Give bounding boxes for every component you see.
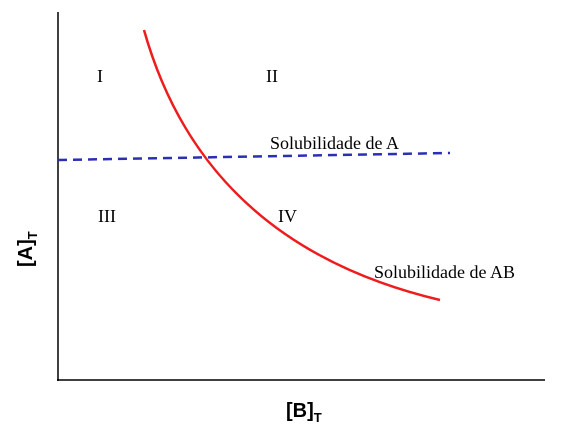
y-axis-label-subscript: T (25, 231, 40, 239)
solubility-ab-curve (142, 29, 441, 302)
curve-label: Solubilidade de AB (374, 262, 515, 282)
region-label: IV (278, 206, 297, 226)
curve-label: Solubilidade de A (270, 133, 399, 153)
x-axis-label-main: [B] (286, 400, 314, 422)
region-label: III (98, 206, 116, 226)
x-axis-label-subscript: T (314, 410, 322, 425)
region-label: II (266, 66, 278, 86)
y-axis-label-main: [A] (15, 239, 37, 267)
y-axis-label: [A]T (15, 231, 40, 267)
x-axis-label: [B]T (286, 400, 322, 425)
region-label: I (97, 66, 103, 86)
solubility-a-line (57, 151, 451, 162)
